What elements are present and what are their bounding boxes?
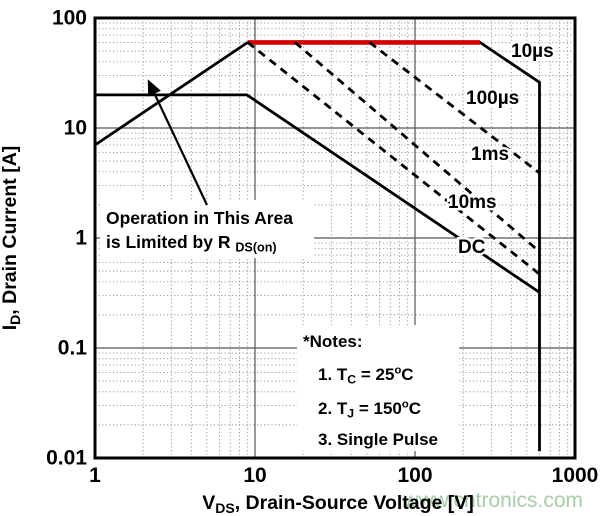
annotation-arrow [147, 79, 208, 206]
series-dc [95, 93, 541, 294]
annotation-line-2: is Limited by R DS(on) [106, 232, 277, 255]
x-axis-title: VDS, Drain-Source Voltage [V] [202, 492, 474, 516]
series-pulse-100us [368, 41, 541, 175]
y-tick-0.1: 0.1 [58, 337, 88, 360]
notes-title: *Notes: [303, 332, 363, 351]
x-tick-1000: 1000 [552, 464, 599, 487]
x-tick-100: 100 [397, 464, 432, 487]
annotation-mask [100, 200, 314, 258]
x-tick-1: 1 [89, 464, 101, 487]
series-pulse-10ms [246, 41, 541, 276]
plot-border [93, 16, 577, 460]
y-tick-1: 1 [75, 227, 87, 250]
note-item-3: 3. Single Pulse [318, 430, 438, 449]
y-axis-title: ID, Drain Current [A] [0, 146, 23, 331]
y-tick-10: 10 [64, 117, 87, 140]
curve-label-pulse-100us: 100µs [466, 88, 519, 109]
series-pulse-1ms [294, 41, 541, 253]
y-tick-0.01: 0.01 [46, 447, 87, 470]
annotation-line-1: Operation in This Area [106, 208, 293, 228]
note-item-2: 2. TJ = 150oC [318, 399, 421, 421]
series-lines [94, 40, 541, 452]
y-tick-100: 100 [52, 7, 87, 30]
note-item-1: 1. TC = 25oC [318, 365, 414, 387]
notes-mask [297, 325, 459, 451]
watermark: www.cntronics.com [402, 489, 583, 512]
curve-label-pulse-10us: 10µs [511, 41, 554, 62]
curve-label-pulse-1ms: 1ms [471, 144, 509, 165]
curve-label-dc: DC [458, 237, 486, 258]
curve-label-pulse-10ms: 10ms [448, 192, 497, 213]
x-tick-10: 10 [243, 464, 266, 487]
